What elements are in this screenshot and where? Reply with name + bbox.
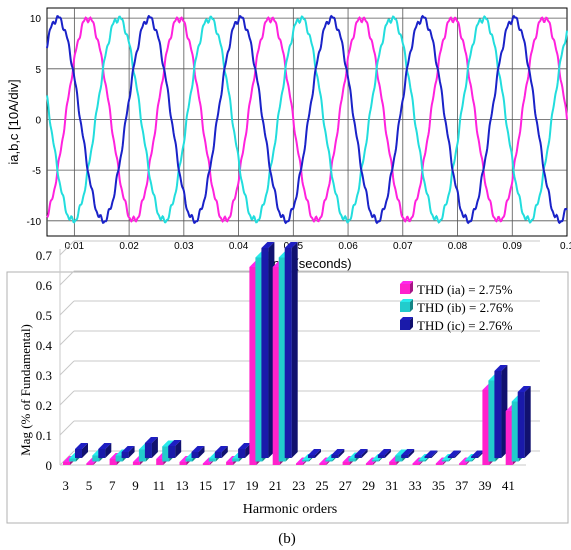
bar [214,446,228,458]
x-tick-label: 15 [199,478,212,493]
harmonic-spectrum-chart: 00.10.20.30.40.50.60.7 3 5 7 9 11 13 15 17 19 21 2… [6,240,569,524]
y-tick-label: 0.7 [36,248,53,263]
y-tick-labels: 10 5 0 -5 -10 [27,14,42,228]
x-tick-label: 3 [62,478,69,493]
wall-grid-line [59,300,75,316]
x-tick-label: 0.01 [65,241,85,252]
x-tick-labels: 0.010.020.030.040.050.060.070.080.090.1 [65,241,571,252]
phase-current-series [46,14,568,225]
figure-caption: (b) [278,531,296,547]
x-tick-label: 29 [362,478,375,493]
bar [494,365,508,458]
x-tick-label: 21 [269,478,282,493]
y-tick-label: 5 [35,65,41,76]
bar [517,386,531,458]
legend-item: THD (ib) = 2.76% [400,299,513,315]
x-tick-label: 33 [409,478,422,493]
x-tick-label: 0.03 [174,241,194,252]
phase-current-series [46,16,568,223]
x-tick-label: 11 [153,478,166,493]
bar [168,440,182,458]
bar [121,446,135,458]
bar [377,449,391,458]
y-axis-label: ia,b,c [10A/div] [6,79,21,164]
y-tick-label: 10 [30,14,42,25]
bar [424,450,438,458]
bar [75,443,88,458]
x-tick-label: 37 [455,478,469,493]
x-axis-label: Harmonic orders [243,502,337,517]
bar [261,242,275,458]
y-tick-label: 0 [35,115,41,126]
wall-grid-line [59,240,75,256]
bar [308,449,321,458]
phase-current-series [46,15,568,224]
current-waveform-chart: 0.010.020.030.040.050.060.070.080.090.1 … [6,7,571,271]
x-tick-label: 31 [385,478,398,493]
x-tick-label: 0.06 [338,241,358,252]
x-tick-label: 0.07 [393,241,413,252]
legend-item: THD (ia) = 2.75% [400,281,513,297]
x-tick-label: 7 [109,478,116,493]
y-tick-label: 0.5 [36,308,52,323]
y-tick-label: 0 [46,458,53,473]
y-tick-label: 0.6 [36,278,53,293]
bar [284,242,298,458]
x-tick-label: 0.09 [503,241,523,252]
y-axis-label: Mag (% of Fundamental) [18,324,33,456]
x-tick-label: 0.02 [119,241,139,252]
x-tick-label: 17 [222,478,236,493]
x-tick-label: 19 [246,478,259,493]
x-tick-labels: 3 5 7 9 11 13 15 17 19 21 23 25 27 29 31 33 35 37 39 41 [62,478,514,493]
x-tick-label: 27 [339,478,353,493]
wall-grid-line [59,270,75,286]
x-tick-label: 25 [315,478,328,493]
wall-grid-line [59,360,75,376]
y-tick-label: -5 [32,166,41,177]
legend-label: THD (ic) = 2.76% [417,318,513,333]
wall-grid-line [59,390,75,406]
x-tick-label: 23 [292,478,305,493]
x-tick-label: 35 [432,478,445,493]
y-tick-label: 0.3 [36,368,52,383]
x-tick-label: 9 [132,478,139,493]
wall-grid-line [59,330,75,346]
bar-series [63,242,531,465]
bar [401,449,415,458]
y-tick-label: 0.1 [36,428,52,443]
legend-label: THD (ia) = 2.75% [417,282,513,297]
y-tick-label: -10 [27,217,42,228]
x-tick-label: 0.04 [229,241,249,252]
x-tick-label: 41 [502,478,515,493]
bar [331,449,345,458]
legend-label: THD (ib) = 2.76% [417,300,513,315]
grid-lines [47,8,567,236]
x-tick-label: 13 [176,478,189,493]
legend-swatch [400,320,410,330]
x-tick-label: 39 [479,478,492,493]
waveform-series [46,14,568,225]
x-tick-label: 5 [86,478,93,493]
y-tick-label: 0.4 [36,338,53,353]
legend-swatch [400,302,410,312]
x-tick-label: 0.1 [560,241,571,252]
y-tick-label: 0.2 [36,398,52,413]
wall-grid-line [59,420,75,436]
legend: THD (ia) = 2.75% THD (ib) = 2.76% THD (ic)… [400,281,513,333]
bar [191,446,205,458]
bar [98,443,112,458]
bar [354,449,368,458]
bar [447,450,461,458]
legend-swatch [400,284,410,294]
y-tick-labels: 0 0.1 0.2 0.3 0.4 0.5 0.6 0.7 [36,248,53,473]
x-tick-label: 0.08 [448,241,468,252]
legend-item: THD (ic) = 2.76% [400,317,513,333]
bar [144,437,158,458]
